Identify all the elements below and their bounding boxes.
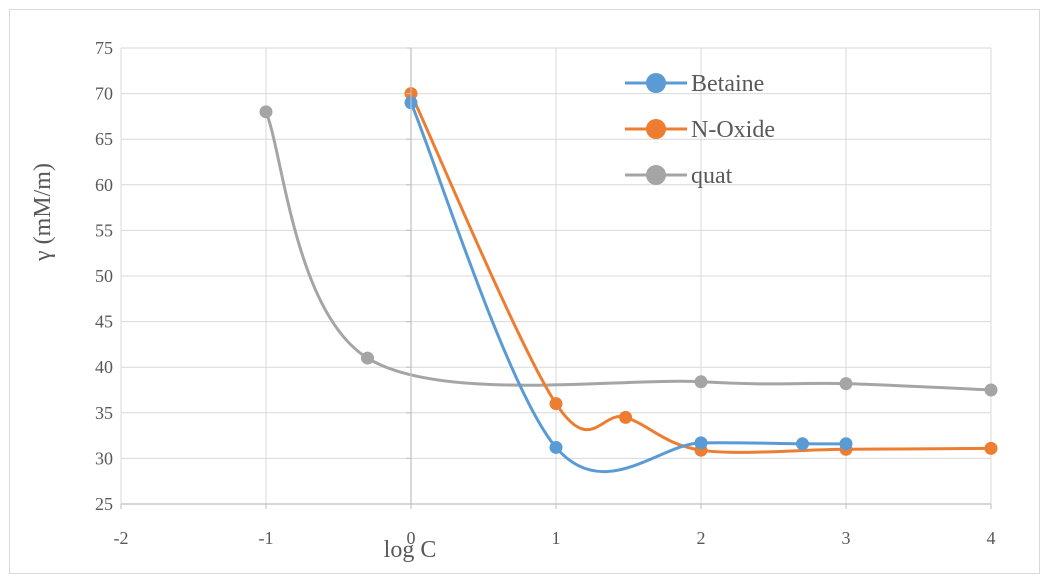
data-point-betaine — [549, 440, 563, 454]
legend-label: Betaine — [691, 71, 764, 97]
data-point-n-oxide — [619, 410, 633, 424]
chart-frame — [9, 9, 1040, 574]
x-tick-labels: -2 -1 0 1 2 3 4 — [114, 528, 996, 548]
axis-layer — [120, 47, 992, 509]
legend-marker — [646, 165, 666, 185]
legend-item-betaine: Betaine — [625, 71, 764, 97]
data-point-quat — [259, 105, 273, 119]
x-tick-label: 0 — [407, 528, 416, 548]
x-tick-label: 4 — [987, 528, 996, 548]
legend-item-n-oxide: N-Oxide — [625, 117, 775, 143]
y-axis-title: γ (mM/m) — [30, 163, 56, 262]
legend-label: N-Oxide — [691, 117, 775, 143]
data-point-betaine — [839, 437, 853, 451]
series-n-oxide — [404, 87, 998, 457]
series-line-n-oxide — [409, 92, 993, 454]
grid-layer — [120, 47, 992, 505]
data-point-quat — [984, 383, 998, 397]
data-point-quat — [694, 375, 708, 389]
legend: Betaine N-Oxide quat — [625, 71, 775, 189]
data-point-betaine — [796, 437, 809, 451]
y-tick-label: 25 — [95, 494, 113, 514]
y-tick-label: 30 — [95, 448, 113, 468]
legend-item-quat: quat — [625, 163, 733, 189]
x-tick-label: 3 — [842, 528, 851, 548]
series-layer — [259, 87, 998, 474]
legend-label: quat — [691, 163, 733, 189]
data-point-quat — [361, 351, 374, 365]
data-point-betaine — [694, 436, 708, 450]
data-point-n-oxide — [984, 441, 998, 455]
y-tick-label: 75 — [95, 38, 113, 58]
x-tick-label: -2 — [114, 528, 129, 548]
x-tick-label: 1 — [552, 528, 561, 548]
data-point-quat — [839, 377, 853, 391]
y-tick-label: 50 — [95, 266, 113, 286]
y-tick-label: 55 — [95, 220, 113, 240]
y-tick-label: 35 — [95, 403, 113, 423]
series-line-quat — [264, 110, 993, 392]
y-tick-label: 70 — [95, 84, 113, 104]
y-tick-label: 45 — [95, 312, 113, 332]
y-tick-label: 65 — [95, 129, 113, 149]
x-tick-label: 2 — [697, 528, 706, 548]
legend-marker — [646, 73, 666, 93]
y-tick-label: 40 — [95, 357, 113, 377]
y-tick-labels: 25 30 35 40 45 50 55 60 65 70 75 — [95, 38, 113, 514]
x-tick-label: -1 — [259, 528, 274, 548]
series-quat — [259, 105, 998, 397]
x-axis-title: log C — [384, 537, 437, 563]
data-point-n-oxide — [549, 397, 563, 411]
y-tick-label: 60 — [95, 175, 113, 195]
legend-marker — [646, 119, 666, 139]
